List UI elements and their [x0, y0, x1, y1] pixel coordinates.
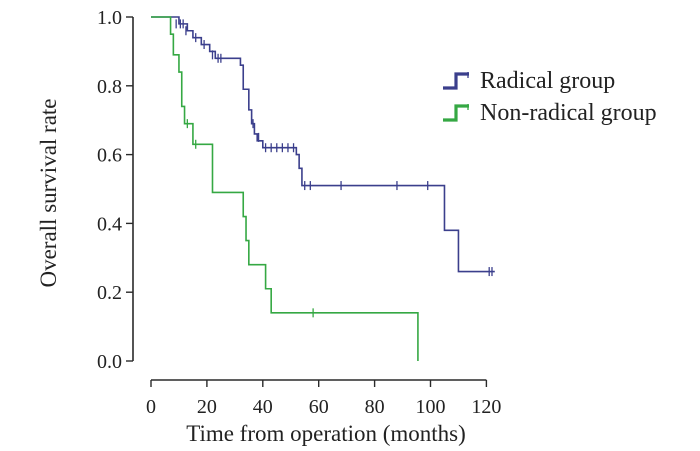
y-tick-label: 0.0	[97, 351, 122, 373]
x-tick-label: 120	[471, 396, 501, 418]
y-axis-ticks: 0.0 0.2 0.4 0.6 0.8 1.0	[97, 7, 133, 373]
x-tick-label: 20	[197, 396, 217, 418]
y-tick-label: 0.2	[97, 282, 122, 304]
legend-swatch	[443, 72, 469, 90]
y-axis-title: Overall survival rate	[36, 98, 61, 287]
grid-and-axes: 0.0 0.2 0.4 0.6 0.8 1.0 0 20 40 60 80 100 120	[97, 7, 501, 418]
x-axis-title: Time from operation (months)	[186, 421, 466, 446]
x-tick-label: 80	[365, 396, 385, 418]
legend-swatch	[443, 104, 469, 122]
censor-marks	[175, 19, 493, 318]
legend: Radical group Non-radical group	[443, 68, 657, 126]
y-tick-label: 1.0	[97, 7, 122, 29]
y-tick-label: 0.6	[97, 145, 122, 167]
x-tick-label: 60	[309, 396, 329, 418]
x-axis-ticks: 0 20 40 60 80 100 120	[146, 380, 501, 418]
y-tick-label: 0.4	[97, 213, 122, 235]
x-tick-label: 0	[146, 396, 156, 418]
survival-curves	[151, 16, 495, 361]
x-tick-label: 40	[253, 396, 273, 418]
x-tick-label: 100	[416, 396, 446, 418]
legend-label: Radical group	[480, 68, 615, 94]
survival-curve-non-radical	[151, 16, 419, 361]
legend-label: Non-radical group	[480, 100, 657, 126]
y-tick-label: 0.8	[97, 76, 122, 98]
